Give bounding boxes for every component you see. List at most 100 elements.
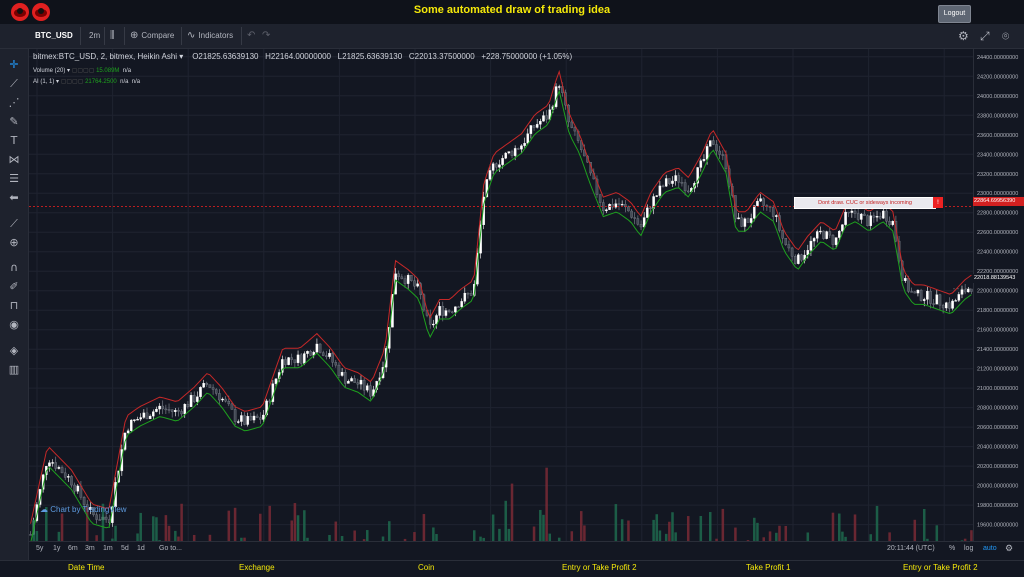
range-5y[interactable]: 5y — [36, 545, 43, 552]
candle-body — [649, 208, 651, 209]
brush-icon: ✎ — [9, 115, 18, 128]
range-5d[interactable]: 5d — [121, 545, 129, 552]
candle-body — [889, 221, 891, 225]
stay-drawing-tool[interactable]: ✐ — [6, 279, 22, 295]
price-tick-label: 21600.00000000 — [977, 328, 1018, 334]
ohlc-low: L21825.63639130 — [338, 52, 403, 61]
candle-body — [640, 224, 642, 227]
candle-body — [193, 395, 195, 401]
range-1m[interactable]: 1m — [103, 545, 113, 552]
fib-icon: ⋰ — [9, 96, 20, 109]
toolbar-divider — [181, 27, 182, 45]
volume-label[interactable]: Volume (20) — [33, 68, 65, 74]
range-1y[interactable]: 1y — [53, 545, 60, 552]
screenshot-button[interactable]: ⌾ — [1002, 24, 1009, 48]
candle-body — [303, 354, 305, 364]
chart-style-button[interactable]: ⫼ — [110, 24, 118, 48]
upper-band-line — [31, 72, 972, 524]
candle-body — [55, 462, 57, 468]
candle-body — [284, 359, 286, 364]
candle-body — [451, 312, 453, 313]
series-title[interactable]: bitmex:BTC_USD, 2, bitmex, Heikin Ashi — [33, 52, 177, 61]
candle-body — [712, 141, 714, 145]
candle-body — [294, 360, 296, 363]
percent-toggle[interactable]: % — [949, 545, 955, 552]
indicators-icon: ∿ — [187, 24, 195, 48]
candle-body — [495, 164, 497, 168]
symbol-search-button[interactable]: BTC_USD — [35, 24, 73, 48]
compare-button[interactable]: ⊕Compare — [130, 24, 174, 48]
back-tool[interactable]: ⬅ — [6, 190, 22, 206]
pattern-icon: ⋈ — [9, 153, 20, 166]
prediction-tool[interactable]: ☰ — [6, 171, 22, 187]
trade-idea-annotation[interactable]: Dont draw. CUC or sideways incoming — [794, 197, 936, 209]
annotation-alert-button[interactable]: ! — [933, 197, 943, 208]
logout-button[interactable]: Logout — [938, 5, 971, 23]
fullscreen-button[interactable]: ⤢ — [980, 24, 990, 48]
trendline-tool[interactable]: ⟋ — [6, 76, 22, 92]
delete-tool[interactable]: ▥ — [6, 362, 22, 378]
candle-body — [225, 399, 227, 401]
utc-clock[interactable]: 20:11:44 (UTC) — [887, 545, 935, 552]
candle-body — [844, 212, 846, 225]
price-tick-label: 20600.00000000 — [977, 425, 1018, 431]
candle-body — [945, 303, 947, 308]
candle-body — [291, 358, 293, 360]
tradingview-watermark[interactable]: ☁ Chart by TradingView — [40, 505, 127, 514]
candle-body — [907, 278, 909, 291]
undo-button[interactable]: ↶ — [247, 24, 258, 48]
lock-tool[interactable]: ⊓ — [6, 298, 22, 314]
candle-body — [571, 122, 573, 128]
layers-tool[interactable]: ◈ — [6, 343, 22, 359]
ai-label[interactable]: AI (1, 1) — [33, 79, 54, 85]
auto-toggle[interactable]: auto — [983, 545, 997, 552]
candle-body — [322, 353, 324, 356]
settings-button[interactable]: ⚙ — [958, 24, 969, 48]
candle-body — [48, 463, 50, 466]
candle-body — [832, 235, 834, 245]
interval-button[interactable]: 2m — [89, 24, 100, 48]
price-tick-label: 19600.00000000 — [977, 523, 1018, 529]
candle-body — [967, 289, 969, 292]
chart-settings-button[interactable]: ⚙ — [1005, 543, 1013, 554]
candle-body — [747, 219, 749, 223]
candle-body — [542, 116, 544, 122]
redo-button[interactable]: ↷ — [262, 24, 273, 48]
candle-body — [432, 324, 434, 325]
price-tick-label: 22600.00000000 — [977, 230, 1018, 236]
candle-body — [892, 221, 894, 225]
price-tick-label: 24400.00000000 — [977, 55, 1018, 61]
candle-body — [835, 238, 837, 245]
zoom-tool[interactable]: ⊕ — [6, 235, 22, 251]
measure-tool[interactable]: ⟋ — [6, 216, 22, 232]
candle-body — [813, 238, 815, 241]
candle-body — [687, 191, 689, 192]
volume-value: 15.089M — [96, 68, 119, 74]
text-tool[interactable]: T — [6, 133, 22, 149]
range-6m[interactable]: 6m — [68, 545, 78, 552]
range-1d[interactable]: 1d — [137, 545, 145, 552]
price-tick-label: 23200.00000000 — [977, 172, 1018, 178]
candle-body — [675, 175, 677, 180]
candle-body — [105, 517, 107, 519]
crosshair-tool[interactable]: ✛ — [6, 57, 22, 73]
visibility-tool[interactable]: ◉ — [6, 317, 22, 333]
goto-button[interactable]: Go to... — [159, 545, 182, 552]
price-chart[interactable] — [29, 49, 973, 549]
range-3m[interactable]: 3m — [85, 545, 95, 552]
candle-body — [51, 462, 53, 463]
indicators-button[interactable]: ∿Indicators — [187, 24, 233, 48]
pattern-tool[interactable]: ⋈ — [6, 152, 22, 168]
ohlc-close: C22013.37500000 — [409, 52, 475, 61]
legend-buttons-icon[interactable]: ▢▢▢▢ — [61, 79, 84, 85]
legend-buttons-icon[interactable]: ▢▢▢▢ — [72, 68, 95, 74]
footer-columns: Date Time Exchange Coin Entry or Take Pr… — [0, 560, 1024, 577]
candle-body — [681, 182, 683, 183]
log-toggle[interactable]: log — [964, 545, 973, 552]
fib-tool[interactable]: ⋰ — [6, 95, 22, 111]
magnet-tool[interactable]: ∩ — [6, 260, 22, 276]
price-tick-label: 24000.00000000 — [977, 94, 1018, 100]
brush-tool[interactable]: ✎ — [6, 114, 22, 130]
candle-body — [750, 218, 752, 222]
